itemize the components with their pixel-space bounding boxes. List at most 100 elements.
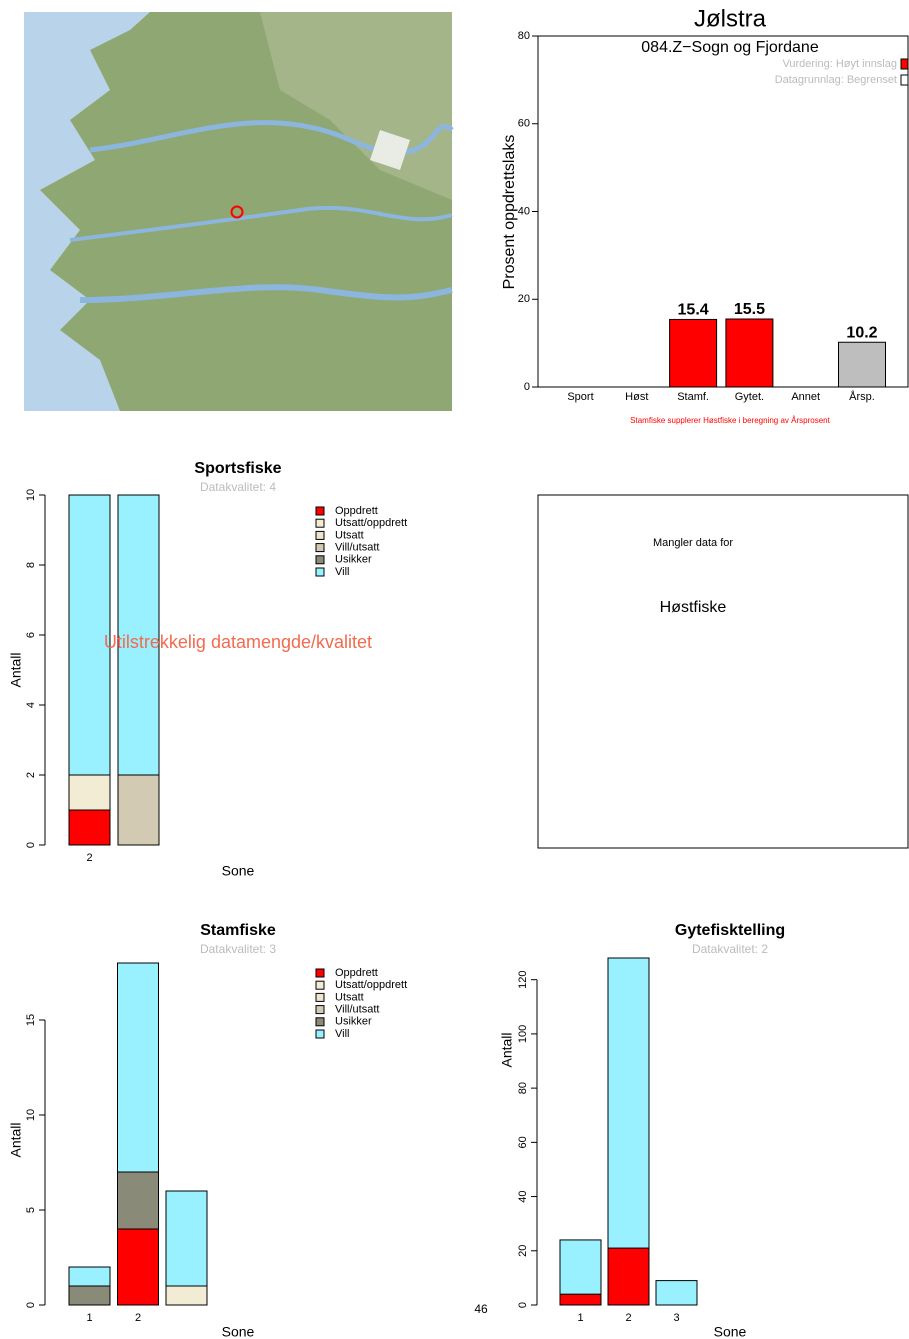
legend-swatch: [316, 568, 324, 576]
y-axis-label: Antall: [8, 1122, 24, 1157]
y-axis-label: Antall: [8, 652, 24, 687]
y-tick-label: 0: [524, 381, 530, 393]
x-axis-label: Sone: [222, 1324, 255, 1339]
legend-label: Utsatt: [335, 991, 364, 1003]
y-tick-label: 4: [25, 702, 37, 708]
x-tick-label: Gytet.: [735, 391, 764, 403]
y-tick-label: 2: [25, 772, 37, 778]
legend-label: Vurdering: Høyt innslag: [782, 58, 897, 70]
y-tick-label: 0: [25, 1302, 37, 1308]
y-tick-label: 60: [517, 1136, 529, 1148]
legend-label: Utsatt/oppdrett: [335, 979, 407, 991]
x-tick-label: 2: [625, 1312, 631, 1324]
legend-swatch: [316, 519, 324, 527]
map: [24, 12, 452, 411]
chart-title: Stamfiske: [200, 922, 276, 939]
report: Mangler data for Høstfiske 46 Jølstra084…: [0, 0, 909, 1339]
bar-segment: [69, 1286, 110, 1305]
missing-panel: Mangler data for Høstfiske: [538, 495, 908, 848]
bar: [839, 342, 886, 387]
value-label: 15.5: [734, 301, 765, 318]
bar-segment: [560, 1294, 601, 1305]
bar-segment: [118, 963, 159, 1172]
page: Mangler data for Høstfiske 46 Jølstra084…: [0, 0, 909, 1339]
bar-segment: [656, 1281, 697, 1305]
value-label: 15.4: [678, 302, 709, 319]
legend-swatch: [901, 75, 908, 85]
y-tick-label: 60: [518, 118, 530, 130]
x-tick-label: Årsp.: [849, 390, 875, 403]
legend-label: Utsatt/oppdrett: [335, 517, 407, 529]
bar-segment: [118, 1229, 159, 1305]
bar: [726, 319, 773, 387]
missing-text: Mangler data for: [653, 537, 733, 549]
chart-note: Stamfiske supplerer Høstfiske i beregnin…: [630, 416, 830, 425]
y-tick-label: 40: [518, 205, 530, 217]
legend-swatch: [316, 993, 324, 1001]
y-tick-label: 0: [517, 1302, 529, 1308]
chart-subtitle: Datakvalitet: 2: [692, 942, 768, 956]
x-tick-label: Stamf.: [677, 391, 709, 403]
legend-swatch: [316, 1030, 324, 1038]
y-tick-label: 120: [517, 971, 529, 989]
value-label: 10.2: [846, 324, 877, 341]
y-tick-label: 100: [517, 1025, 529, 1043]
bar-segment: [69, 810, 110, 845]
legend-label: Vill: [335, 1028, 349, 1040]
x-tick-label: Høst: [625, 391, 648, 403]
y-tick-label: 5: [25, 1207, 37, 1213]
x-axis-label: Sone: [222, 863, 255, 879]
y-tick-label: 80: [518, 30, 530, 42]
bar-segment: [166, 1191, 207, 1286]
legend-swatch: [316, 981, 324, 989]
chart-title: Gytefisktelling: [675, 922, 785, 939]
bar-segment: [166, 1286, 207, 1305]
y-tick-label: 10: [25, 1109, 37, 1121]
y-tick-label: 20: [518, 293, 530, 305]
legend-label: Vill: [335, 566, 349, 578]
bar-segment: [118, 775, 159, 845]
chart-subtitle: Datakvalitet: 3: [200, 942, 276, 956]
y-tick-label: 40: [517, 1190, 529, 1202]
chart-title: Jølstra: [694, 5, 767, 32]
missing-name: Høstfiske: [660, 599, 727, 616]
bar-segment: [608, 958, 649, 1248]
legend-label: Usikker: [335, 1016, 372, 1028]
x-tick-label: 1: [577, 1312, 583, 1324]
chart-subtitle: 084.Z−Sogn og Fjordane: [641, 39, 819, 56]
y-tick-label: 80: [517, 1082, 529, 1094]
y-axis-label: Antall: [499, 1032, 515, 1067]
legend-label: Oppdrett: [335, 967, 378, 979]
chart-title: Sportsfiske: [194, 460, 281, 477]
y-tick-label: 20: [517, 1245, 529, 1257]
y-tick-label: 6: [25, 632, 37, 638]
legend-swatch: [316, 969, 324, 977]
legend-label: Vill/utsatt: [335, 542, 379, 554]
legend-swatch: [316, 556, 324, 564]
bar-segment: [560, 1240, 601, 1294]
annotation: Utilstrekkelig datamengde/kvalitet: [104, 632, 372, 652]
x-tick-label: 2: [135, 1312, 141, 1324]
x-tick-label: 2: [86, 852, 92, 864]
y-tick-label: 8: [25, 562, 37, 568]
y-tick-label: 15: [25, 1014, 37, 1026]
x-tick-label: 3: [673, 1312, 679, 1324]
legend-swatch: [901, 59, 908, 69]
legend-swatch: [316, 544, 324, 552]
x-tick-label: Sport: [567, 391, 593, 403]
y-tick-label: 10: [25, 489, 37, 501]
y-axis-label: Prosent oppdrettslaks: [501, 135, 518, 290]
legend-label: Usikker: [335, 554, 372, 566]
bar-segment: [118, 1172, 159, 1229]
legend-swatch: [316, 507, 324, 515]
y-tick-label: 0: [25, 842, 37, 848]
bar: [670, 319, 717, 387]
legend-label: Datagrunnlag: Begrenset: [775, 74, 897, 86]
chart-subtitle: Datakvalitet: 4: [200, 480, 276, 494]
bar-segment: [608, 1248, 649, 1305]
legend-swatch: [316, 531, 324, 539]
x-axis-label: Sone: [714, 1324, 747, 1339]
bar-segment: [69, 1267, 110, 1286]
page-number: 46: [474, 1302, 488, 1316]
legend-label: Vill/utsatt: [335, 1004, 379, 1016]
